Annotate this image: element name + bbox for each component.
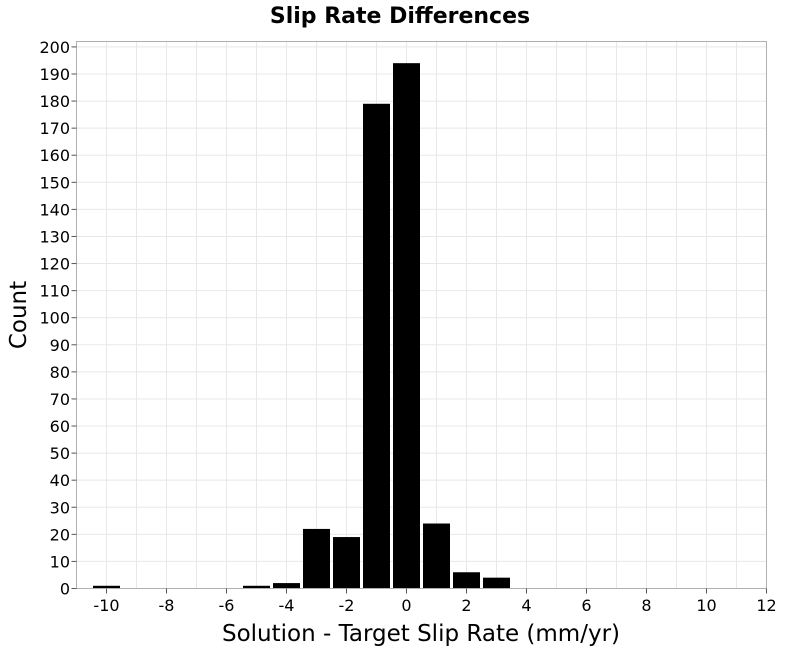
x-axis-ticks: -10 -8 -6 -4 -2 0 2 4 6 8 10 12 [93, 588, 777, 615]
x-axis-label: Solution - Target Slip Rate (mm/yr) [222, 621, 620, 647]
x-tick-label: 8 [641, 596, 651, 615]
grid-lines [76, 41, 767, 589]
x-tick-label: -6 [219, 596, 235, 615]
y-tick-label: 80 [50, 363, 70, 382]
y-tick-label: 170 [39, 119, 70, 138]
histogram-bar [483, 577, 510, 589]
y-tick-label: 30 [50, 498, 70, 517]
chart-title: Slip Rate Differences [270, 4, 530, 29]
y-tick-label: 160 [39, 146, 70, 165]
y-tick-label: 60 [50, 417, 70, 436]
y-tick-label: 40 [50, 471, 70, 490]
y-tick-label: 0 [60, 580, 70, 599]
histogram-bar [243, 585, 270, 589]
x-tick-label: 4 [521, 596, 531, 615]
histogram-bar [303, 528, 330, 589]
y-tick-label: 130 [39, 227, 70, 246]
x-tick-label: -10 [93, 596, 119, 615]
x-tick-label: -4 [279, 596, 295, 615]
y-tick-label: 180 [39, 92, 70, 111]
plot-frame [76, 41, 767, 589]
histogram-bar [93, 585, 120, 589]
histogram-bar [273, 583, 300, 589]
y-tick-label: 90 [50, 336, 70, 355]
y-tick-label: 110 [39, 282, 70, 301]
histogram-bar [423, 523, 450, 589]
y-tick-label: 200 [39, 38, 70, 57]
y-tick-label: 120 [39, 255, 70, 274]
histogram-bar [363, 103, 390, 589]
x-tick-label: 0 [401, 596, 411, 615]
y-tick-label: 10 [50, 552, 70, 571]
y-tick-label: 190 [39, 65, 70, 84]
histogram-bar [393, 63, 420, 589]
y-tick-label: 20 [50, 525, 70, 544]
y-axis-ticks: 0 10 20 30 40 50 60 70 80 90 100 110 120 130 140 150 160… [39, 38, 77, 599]
y-tick-label: 150 [39, 173, 70, 192]
bars [93, 63, 510, 589]
x-tick-label: -2 [339, 596, 355, 615]
x-tick-label: 6 [581, 596, 591, 615]
x-tick-label: 2 [461, 596, 471, 615]
histogram-bar [453, 572, 480, 589]
y-axis-label: Count [6, 281, 32, 349]
y-tick-label: 50 [50, 444, 70, 463]
y-tick-label: 70 [50, 390, 70, 409]
histogram-bar [333, 537, 360, 589]
x-tick-label: -8 [159, 596, 175, 615]
x-tick-label: 12 [756, 596, 776, 615]
x-tick-label: 10 [696, 596, 716, 615]
y-tick-label: 140 [39, 200, 70, 219]
y-tick-label: 100 [39, 309, 70, 328]
